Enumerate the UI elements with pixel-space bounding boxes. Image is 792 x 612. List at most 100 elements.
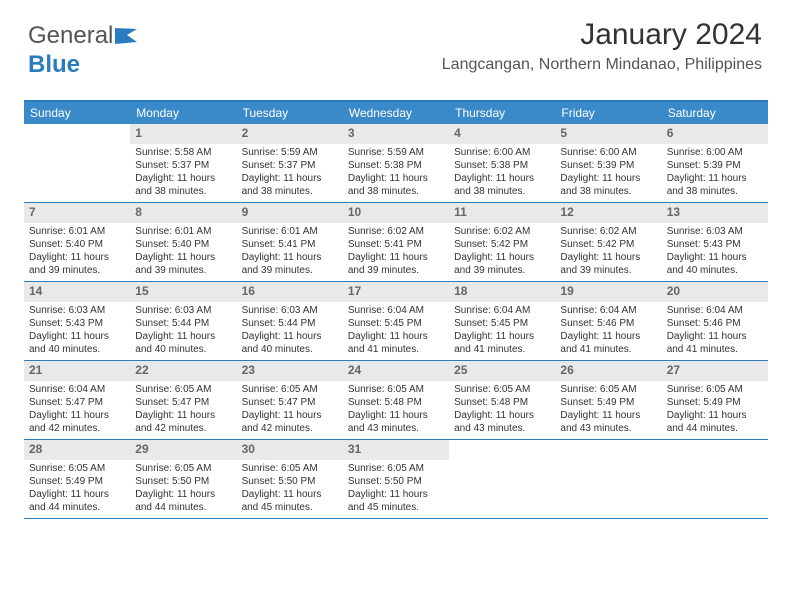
sunrise-text: Sunrise: 6:04 AM [560,304,656,317]
calendar-cell: 2Sunrise: 5:59 AMSunset: 5:37 PMDaylight… [237,124,343,202]
daylight-text: Daylight: 11 hours [135,251,231,264]
daylight-text: Daylight: 11 hours [560,251,656,264]
sunrise-text: Sunrise: 6:03 AM [242,304,338,317]
calendar-cell: 4Sunrise: 6:00 AMSunset: 5:38 PMDaylight… [449,124,555,202]
calendar-cell: 25Sunrise: 6:05 AMSunset: 5:48 PMDayligh… [449,361,555,439]
daylight-text: Daylight: 11 hours [242,409,338,422]
daylight-text: Daylight: 11 hours [29,330,125,343]
day-details: Sunrise: 6:05 AMSunset: 5:49 PMDaylight:… [555,381,661,439]
daylight-text: and 41 minutes. [454,343,550,356]
daylight-text: and 41 minutes. [348,343,444,356]
day-details: Sunrise: 5:59 AMSunset: 5:37 PMDaylight:… [237,144,343,202]
day-header: Sunday [24,102,130,124]
day-number: 15 [130,282,236,302]
daylight-text: Daylight: 11 hours [667,409,763,422]
day-number: 8 [130,203,236,223]
sunrise-text: Sunrise: 6:05 AM [348,462,444,475]
daylight-text: Daylight: 11 hours [454,172,550,185]
calendar-week: 7Sunrise: 6:01 AMSunset: 5:40 PMDaylight… [24,203,768,282]
daylight-text: and 42 minutes. [29,422,125,435]
day-details: Sunrise: 6:05 AMSunset: 5:47 PMDaylight:… [130,381,236,439]
day-header: Wednesday [343,102,449,124]
day-header: Saturday [662,102,768,124]
day-details: Sunrise: 6:05 AMSunset: 5:49 PMDaylight:… [24,460,130,518]
day-number: 18 [449,282,555,302]
daylight-text: and 39 minutes. [560,264,656,277]
sunset-text: Sunset: 5:49 PM [29,475,125,488]
day-header: Monday [130,102,236,124]
daylight-text: Daylight: 11 hours [135,409,231,422]
brand-part1: General [28,22,113,49]
day-number: 31 [343,440,449,460]
daylight-text: Daylight: 11 hours [667,251,763,264]
daylight-text: and 42 minutes. [242,422,338,435]
daylight-text: and 43 minutes. [348,422,444,435]
day-number: 17 [343,282,449,302]
day-details: Sunrise: 6:05 AMSunset: 5:47 PMDaylight:… [237,381,343,439]
sunrise-text: Sunrise: 5:58 AM [135,146,231,159]
calendar-cell: 13Sunrise: 6:03 AMSunset: 5:43 PMDayligh… [662,203,768,281]
daylight-text: Daylight: 11 hours [29,488,125,501]
calendar-cell: 11Sunrise: 6:02 AMSunset: 5:42 PMDayligh… [449,203,555,281]
daylight-text: and 39 minutes. [242,264,338,277]
daylight-text: and 40 minutes. [135,343,231,356]
sunset-text: Sunset: 5:43 PM [29,317,125,330]
page-title: January 2024 [442,18,762,52]
daylight-text: Daylight: 11 hours [348,409,444,422]
sunset-text: Sunset: 5:50 PM [135,475,231,488]
sunset-text: Sunset: 5:48 PM [348,396,444,409]
day-header: Tuesday [237,102,343,124]
sunset-text: Sunset: 5:37 PM [242,159,338,172]
daylight-text: Daylight: 11 hours [667,330,763,343]
daylight-text: and 40 minutes. [29,343,125,356]
day-details: Sunrise: 6:02 AMSunset: 5:42 PMDaylight:… [555,223,661,281]
sunrise-text: Sunrise: 6:05 AM [560,383,656,396]
sunset-text: Sunset: 5:40 PM [135,238,231,251]
day-number: 19 [555,282,661,302]
daylight-text: Daylight: 11 hours [454,409,550,422]
calendar-week: 21Sunrise: 6:04 AMSunset: 5:47 PMDayligh… [24,361,768,440]
day-details: Sunrise: 6:01 AMSunset: 5:41 PMDaylight:… [237,223,343,281]
daylight-text: and 45 minutes. [348,501,444,514]
daylight-text: and 38 minutes. [135,185,231,198]
calendar-cell: 20Sunrise: 6:04 AMSunset: 5:46 PMDayligh… [662,282,768,360]
daylight-text: and 45 minutes. [242,501,338,514]
day-number: 26 [555,361,661,381]
calendar-cell [662,440,768,518]
day-number: 4 [449,124,555,144]
calendar-cell: 28Sunrise: 6:05 AMSunset: 5:49 PMDayligh… [24,440,130,518]
daylight-text: Daylight: 11 hours [560,172,656,185]
calendar-cell: 19Sunrise: 6:04 AMSunset: 5:46 PMDayligh… [555,282,661,360]
day-details: Sunrise: 5:58 AMSunset: 5:37 PMDaylight:… [130,144,236,202]
day-details: Sunrise: 6:03 AMSunset: 5:44 PMDaylight:… [130,302,236,360]
flag-icon [115,23,137,51]
daylight-text: and 40 minutes. [242,343,338,356]
day-number: 20 [662,282,768,302]
day-number: 25 [449,361,555,381]
daylight-text: and 39 minutes. [348,264,444,277]
daylight-text: Daylight: 11 hours [348,172,444,185]
sunrise-text: Sunrise: 6:03 AM [29,304,125,317]
day-details: Sunrise: 6:04 AMSunset: 5:46 PMDaylight:… [662,302,768,360]
page-header: January 2024 Langcangan, Northern Mindan… [442,18,762,74]
day-details: Sunrise: 6:04 AMSunset: 5:45 PMDaylight:… [449,302,555,360]
sunset-text: Sunset: 5:41 PM [242,238,338,251]
sunrise-text: Sunrise: 6:05 AM [135,383,231,396]
calendar-cell: 10Sunrise: 6:02 AMSunset: 5:41 PMDayligh… [343,203,449,281]
day-details: Sunrise: 6:03 AMSunset: 5:44 PMDaylight:… [237,302,343,360]
daylight-text: and 38 minutes. [242,185,338,198]
brand-logo: General Blue [28,22,137,79]
day-number: 21 [24,361,130,381]
day-details: Sunrise: 6:03 AMSunset: 5:43 PMDaylight:… [24,302,130,360]
daylight-text: and 39 minutes. [454,264,550,277]
sunset-text: Sunset: 5:44 PM [242,317,338,330]
day-details: Sunrise: 6:04 AMSunset: 5:47 PMDaylight:… [24,381,130,439]
sunset-text: Sunset: 5:46 PM [667,317,763,330]
day-number: 22 [130,361,236,381]
day-number: 28 [24,440,130,460]
day-header: Friday [555,102,661,124]
daylight-text: Daylight: 11 hours [454,330,550,343]
sunset-text: Sunset: 5:46 PM [560,317,656,330]
daylight-text: Daylight: 11 hours [135,172,231,185]
calendar-cell: 16Sunrise: 6:03 AMSunset: 5:44 PMDayligh… [237,282,343,360]
